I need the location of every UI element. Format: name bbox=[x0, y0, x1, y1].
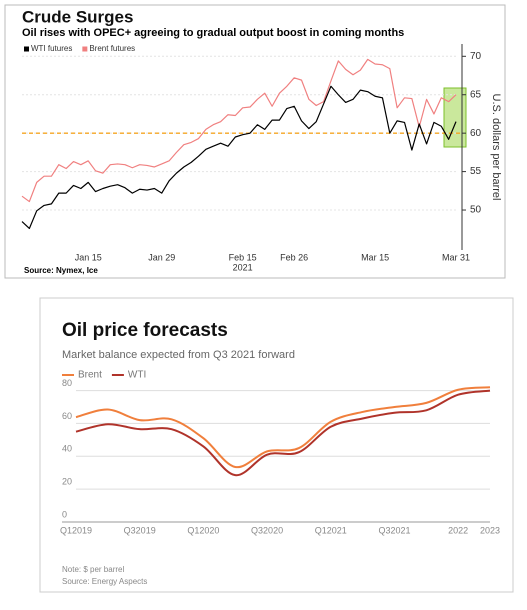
x-tick-label: 2023 bbox=[480, 525, 500, 535]
x-tick-label: Q32021 bbox=[378, 525, 410, 535]
chart-subtitle: Oil rises with OPEC+ agreeing to gradual… bbox=[22, 27, 404, 39]
y-tick-label: 20 bbox=[62, 477, 72, 487]
chart-title: Oil price forecasts bbox=[62, 320, 228, 341]
series-line bbox=[75, 389, 491, 477]
y-tick-label: 60 bbox=[470, 128, 482, 139]
x-tick-label: Jan 29 bbox=[148, 252, 175, 262]
x-axis-label: 2021 bbox=[233, 262, 253, 272]
x-tick-label: Feb 26 bbox=[280, 252, 308, 262]
series-line bbox=[21, 58, 457, 203]
y-tick-label: 40 bbox=[62, 444, 72, 454]
x-tick-label: Q32019 bbox=[124, 525, 156, 535]
chart-title: Crude Surges bbox=[22, 7, 133, 26]
y-axis-label: U.S. dollars per barrel bbox=[490, 94, 502, 201]
source: Source: Energy Aspects bbox=[62, 577, 147, 586]
legend-label: Brent bbox=[78, 370, 102, 381]
frame-1 bbox=[4, 4, 506, 279]
x-tick-label: Jan 15 bbox=[75, 252, 102, 262]
x-tick-label: Q12021 bbox=[315, 525, 347, 535]
x-tick-label: 2022 bbox=[448, 525, 468, 535]
legend-label: WTI futures bbox=[31, 44, 72, 53]
legend-marker bbox=[82, 46, 88, 52]
x-tick-label: Mar 31 bbox=[442, 252, 470, 262]
x-tick-label: Q12020 bbox=[187, 525, 219, 535]
x-tick-label: Q32020 bbox=[251, 525, 283, 535]
y-tick-label: 70 bbox=[470, 51, 482, 62]
chart-subtitle: Market balance expected from Q3 2021 for… bbox=[62, 349, 295, 361]
y-tick-label: 60 bbox=[62, 411, 72, 421]
x-tick-label: Feb 15 bbox=[229, 252, 257, 262]
note: Note: $ per barrel bbox=[62, 565, 124, 574]
x-tick-label: Mar 15 bbox=[361, 252, 389, 262]
legend-label: Brent futures bbox=[89, 44, 135, 53]
highlight-box bbox=[443, 87, 467, 148]
y-tick-label: 80 bbox=[62, 378, 72, 388]
legend-label: WTI bbox=[128, 370, 146, 381]
series-line bbox=[75, 386, 491, 469]
x-tick-label: Q12019 bbox=[60, 525, 92, 535]
series-line bbox=[21, 85, 457, 230]
y-tick-label: 50 bbox=[470, 205, 482, 216]
frame-2 bbox=[39, 297, 514, 593]
y-tick-label: 65 bbox=[470, 89, 482, 100]
source: Source: Nymex, Ice bbox=[24, 266, 98, 275]
y-tick-label: 55 bbox=[470, 166, 482, 177]
y-tick-label: 0 bbox=[62, 509, 67, 519]
legend-marker bbox=[24, 46, 29, 52]
